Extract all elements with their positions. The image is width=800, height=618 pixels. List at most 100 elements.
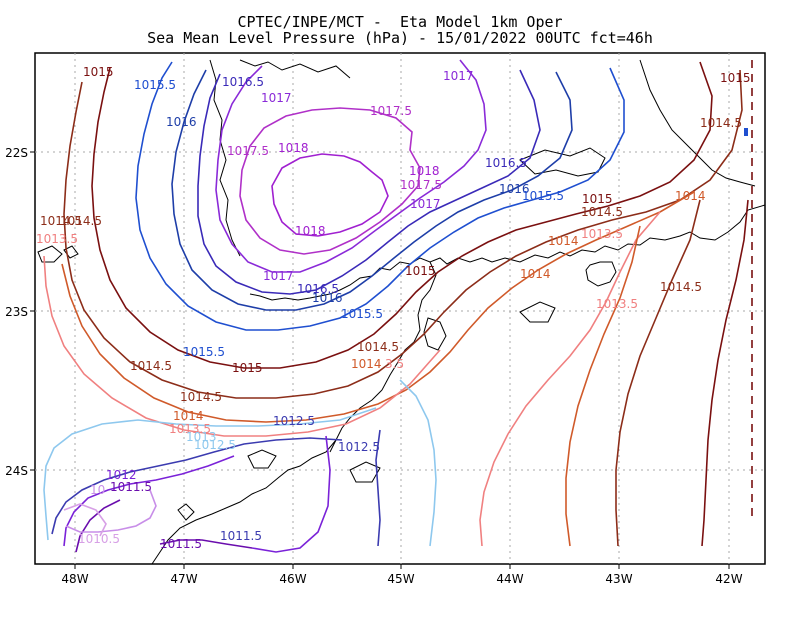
- island-small-south: [177, 503, 195, 521]
- x-tick-label: 48W: [61, 572, 88, 586]
- coastline-north: [239, 59, 351, 79]
- isobar-1013-5: [43, 211, 661, 547]
- x-tick-label: 42W: [715, 572, 742, 586]
- contour-label: 1015.5: [183, 345, 225, 359]
- contour-label: 3.5: [385, 357, 404, 371]
- contour-label: 1016: [499, 182, 530, 196]
- marker-east: [744, 128, 748, 136]
- isobars: [43, 59, 753, 553]
- contour-label: 1016: [166, 115, 197, 129]
- coastline-northwest: [209, 59, 241, 257]
- contour-label: 1017: [263, 269, 294, 283]
- contour-label: 1015: [720, 71, 751, 85]
- contour-label: 1015.5: [522, 189, 564, 203]
- contour-label: 1014: [351, 357, 382, 371]
- island-inlet: [349, 461, 381, 483]
- coastline-bay: [329, 261, 437, 453]
- chart-subtitle: Sea Mean Level Pressure (hPa) - 15/01/20…: [147, 29, 653, 47]
- contour-label: 1017: [261, 91, 292, 105]
- contour-label: 1016.5: [222, 75, 264, 89]
- coastline-main: [249, 204, 766, 301]
- x-tick-label: 46W: [279, 572, 306, 586]
- isobar-1014-5-east: [615, 199, 701, 547]
- coastline-northeast: [639, 59, 756, 187]
- contour-label: 1012.5: [273, 414, 315, 428]
- contour-label: 1015.5: [341, 307, 383, 321]
- isobar-1015-5: [135, 61, 625, 331]
- y-tick-label: 22S: [5, 146, 28, 160]
- contour-label: 1014.5: [700, 116, 742, 130]
- contour-label: 1018: [278, 141, 309, 155]
- island-south: [247, 449, 277, 469]
- contour-label: 1014.5: [660, 280, 702, 294]
- contour-label: 1013.5: [169, 422, 211, 436]
- contour-label: 1017: [410, 197, 441, 211]
- contour-label: 1011.5: [220, 529, 262, 543]
- x-tick-label: 45W: [387, 572, 414, 586]
- contour-label: 1017: [443, 69, 474, 83]
- x-tick-label: 43W: [605, 572, 632, 586]
- contour-label: 1015: [83, 65, 114, 79]
- isobar-1016-5: [197, 69, 541, 295]
- isobar-1015: [91, 61, 713, 369]
- contour-label: 1011.5: [160, 537, 202, 551]
- isobar-1014-east: [565, 225, 641, 547]
- contour-label: 1014.5: [357, 340, 399, 354]
- island-large: [585, 261, 617, 287]
- isobar-1017-5: [239, 107, 421, 255]
- contour-label: 1018: [295, 224, 326, 238]
- contour-label: 1018: [409, 164, 440, 178]
- isobar-1013: [43, 379, 437, 547]
- contour-label: 1014.5: [130, 359, 172, 373]
- tick-marks: [30, 151, 730, 569]
- contour-label: 1011.5: [110, 480, 152, 494]
- x-tick-label: 44W: [496, 572, 523, 586]
- contour-label: 1014.5: [180, 390, 222, 404]
- contour-label: 1012.5: [338, 440, 380, 454]
- contour-label: 1014.5: [60, 214, 102, 228]
- contour-label: 1014.5: [40, 214, 82, 228]
- contour-label: 1014: [173, 409, 204, 423]
- contour-label: 1013.5: [581, 227, 623, 241]
- contour-label: 1014: [520, 267, 551, 281]
- isobar-1011: [65, 489, 157, 533]
- contour-label: 1016.5: [297, 282, 339, 296]
- contour-label: 1017.5: [400, 178, 442, 192]
- y-tick-label: 23S: [5, 305, 28, 319]
- isobar-1012: [63, 435, 331, 553]
- coastline-south: [151, 439, 337, 565]
- y-tick-labels: 22S 23S 24S: [5, 146, 28, 478]
- isobar-1015-east: [701, 199, 749, 547]
- coastline: [37, 59, 766, 565]
- contour-label: 1014: [675, 189, 706, 203]
- contour-label: 1017.5: [227, 144, 269, 158]
- island-east: [519, 301, 556, 323]
- contour-label: 1015: [582, 192, 613, 206]
- isobar-1014-5: [63, 69, 743, 399]
- x-tick-label: 47W: [170, 572, 197, 586]
- isobar-1016: [171, 69, 573, 311]
- contour-label: 1014: [548, 234, 579, 248]
- isobar-1017: [215, 59, 487, 273]
- contour-labels: 1015 1015.5 1016.5 1017 1017 1017.5 1016…: [36, 65, 751, 551]
- isobar-1012-5: [51, 429, 381, 547]
- contour-label: 10: [90, 483, 105, 497]
- isobar-1011-5: [75, 499, 253, 553]
- isobar-1014: [61, 191, 695, 423]
- contour-label: 1013.5: [36, 232, 78, 246]
- chart-title: CPTEC/INPE/MCT - Eta Model 1km Oper: [237, 13, 563, 31]
- grid-lines: [35, 53, 765, 564]
- island-northeast: [519, 147, 606, 177]
- contour-label: 1013.5: [596, 297, 638, 311]
- island-bay: [423, 317, 447, 351]
- isobar-1010-5: [63, 503, 107, 537]
- contour-label: 1012: [106, 468, 137, 482]
- contour-label: 1010.5: [78, 532, 120, 546]
- contour-label: 1017.5: [370, 104, 412, 118]
- contour-label: 1016.5: [485, 156, 527, 170]
- contour-label: 1015.5: [134, 78, 176, 92]
- contour-label: 1013: [186, 430, 217, 444]
- y-tick-label: 24S: [5, 464, 28, 478]
- contour-label: 1016: [312, 291, 343, 305]
